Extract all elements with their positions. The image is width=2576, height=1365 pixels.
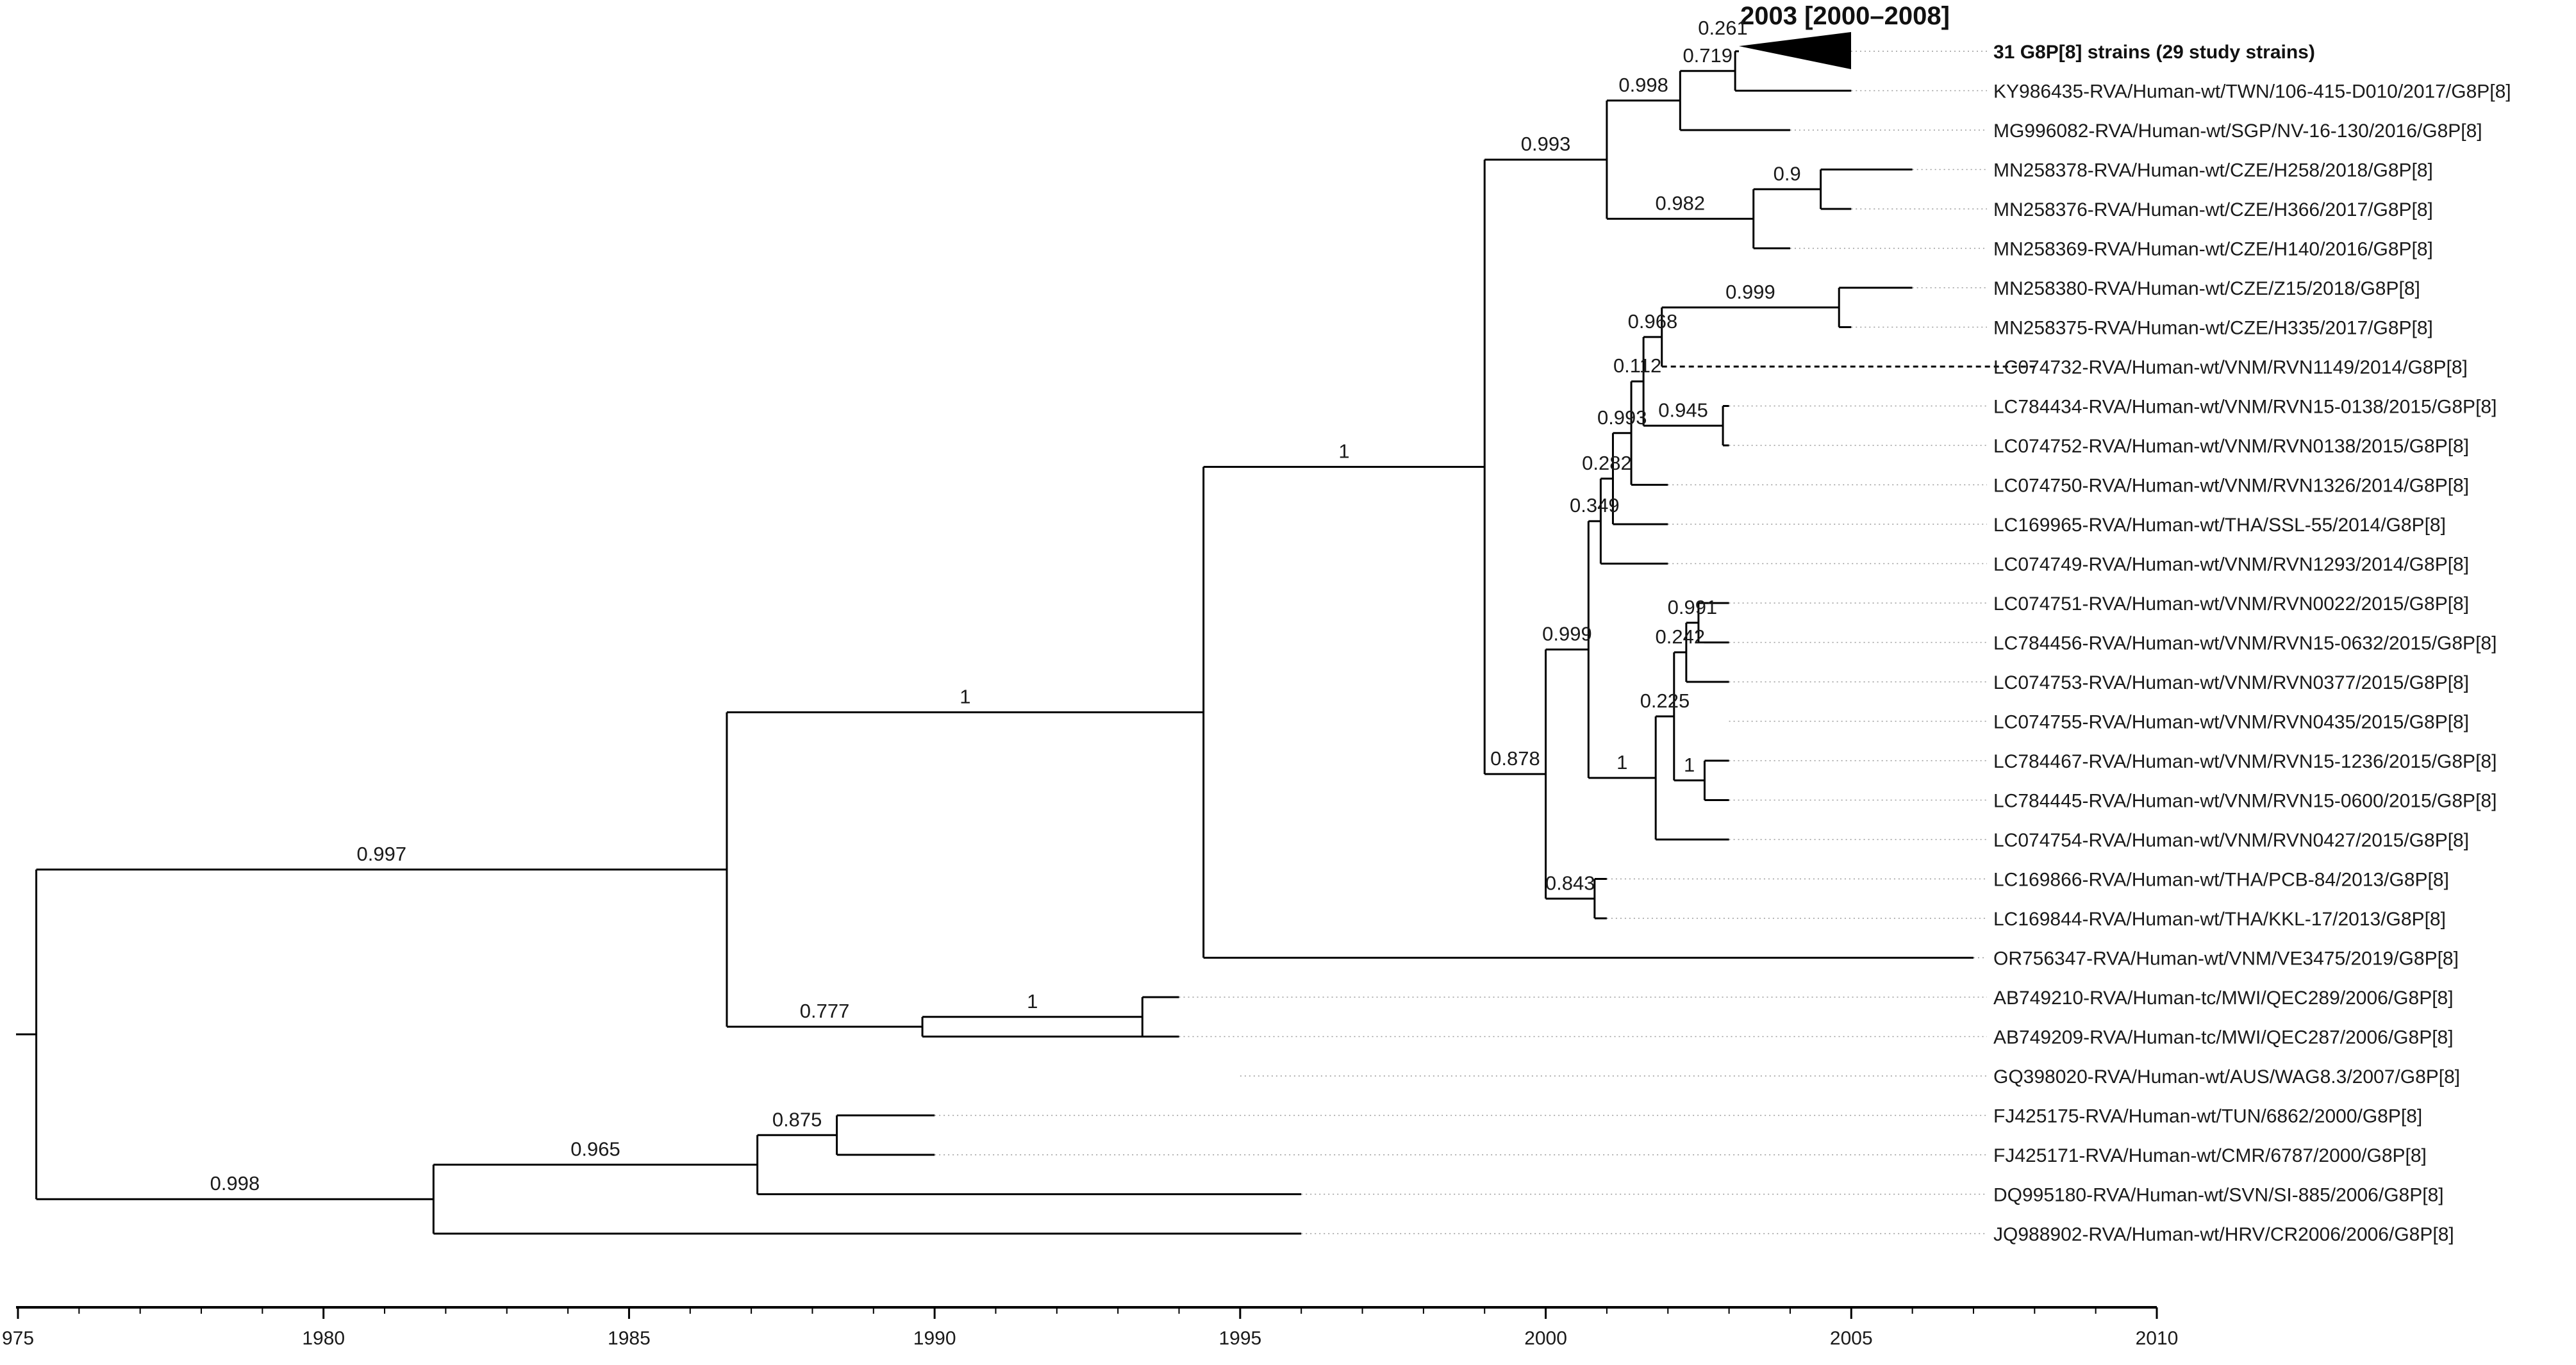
collapsed-clade: 2003 [2000–2008] xyxy=(1739,2,1950,69)
support-value: 0.945 xyxy=(1658,399,1708,421)
leaf-label: LC074752-RVA/Human-wt/VNM/RVN0138/2015/G… xyxy=(1993,436,2469,457)
leaf-label: LC074751-RVA/Human-wt/VNM/RVN0022/2015/G… xyxy=(1993,593,2469,615)
leaf-label: MG996082-RVA/Human-wt/SGP/NV-16-130/2016… xyxy=(1993,120,2482,142)
leaf-label: LC784467-RVA/Human-wt/VNM/RVN15-1236/201… xyxy=(1993,751,2497,772)
leaf-label: OR756347-RVA/Human-wt/VNM/VE3475/2019/G8… xyxy=(1993,948,2459,970)
support-value: 0.982 xyxy=(1656,192,1706,214)
leaf-label: LC074749-RVA/Human-wt/VNM/RVN1293/2014/G… xyxy=(1993,554,2469,575)
leaf-label: DQ995180-RVA/Human-wt/SVN/SI-885/2006/G8… xyxy=(1993,1185,2444,1206)
support-values: 0.997 1 1 0.993 0.998 0.719 0.982 0.9 0.878 0.999… xyxy=(210,17,1801,1195)
leaf-label: MN258380-RVA/Human-wt/CZE/Z15/2018/G8P[8… xyxy=(1993,278,2420,299)
leaf-label: LC074750-RVA/Human-wt/VNM/RVN1326/2014/G… xyxy=(1993,476,2469,497)
leaf-label: LC169844-RVA/Human-wt/THA/KKL-17/2013/G8… xyxy=(1993,909,2446,930)
collapsed-clade-support: 0.261 xyxy=(1698,17,1748,39)
leaf-label: MN258378-RVA/Human-wt/CZE/H258/2018/G8P[… xyxy=(1993,160,2433,181)
axis-tick-label: 1995 xyxy=(1218,1328,1261,1349)
support-value: 0.998 xyxy=(1618,74,1668,96)
axis-ticks: 975 1980 1985 1990 1995 2000 2005 2010 xyxy=(2,1307,2178,1349)
support-value: 0.843 xyxy=(1545,872,1595,894)
axis-tick-label: 1980 xyxy=(302,1328,345,1349)
support-value: 0.998 xyxy=(210,1172,260,1195)
leaf-label: KY986435-RVA/Human-wt/TWN/106-415-D010/2… xyxy=(1993,81,2511,103)
support-value: 0.875 xyxy=(772,1108,822,1130)
support-value: 0.999 xyxy=(1542,623,1592,645)
leaf-label: LC074755-RVA/Human-wt/VNM/RVN0435/2015/G… xyxy=(1993,712,2469,733)
support-value: 0.777 xyxy=(800,1000,850,1022)
leaf-label: LC784456-RVA/Human-wt/VNM/RVN15-0632/201… xyxy=(1993,633,2497,654)
support-value: 0.9 xyxy=(1774,162,1801,185)
leaf-label: AB749210-RVA/Human-tc/MWI/QEC289/2006/G8… xyxy=(1993,988,2454,1009)
axis-tick-label: 2000 xyxy=(1524,1328,1567,1349)
support-value: 1 xyxy=(1616,751,1627,774)
tree-branches xyxy=(16,50,2035,1235)
support-value: 0.112 xyxy=(1613,354,1661,377)
support-value: 1 xyxy=(1684,754,1695,776)
leaf-leader-lines xyxy=(935,51,1987,1234)
support-value: 0.968 xyxy=(1628,310,1678,333)
support-value: 0.991 xyxy=(1668,596,1718,618)
leaf-labels: 31 G8P[8] strains (29 study strains) KY98… xyxy=(1993,42,2511,1245)
leaf-label: LC784445-RVA/Human-wt/VNM/RVN15-0600/201… xyxy=(1993,791,2497,812)
axis-tick-label: 2010 xyxy=(2136,1328,2179,1349)
leaf-label: LC074753-RVA/Human-wt/VNM/RVN0377/2015/G… xyxy=(1993,672,2469,693)
support-value: 0.349 xyxy=(1570,494,1620,517)
support-value: 0.965 xyxy=(570,1138,620,1160)
leaf-label: AB749209-RVA/Human-tc/MWI/QEC287/2006/G8… xyxy=(1993,1027,2454,1048)
leaf-label: GQ398020-RVA/Human-wt/AUS/WAG8.3/2007/G8… xyxy=(1993,1066,2460,1088)
support-value: 0.225 xyxy=(1640,690,1690,712)
leaf-label: LC074754-RVA/Human-wt/VNM/RVN0427/2015/G… xyxy=(1993,830,2469,851)
axis-tick-label: 2005 xyxy=(1830,1328,1873,1349)
support-value: 0.242 xyxy=(1656,625,1706,648)
leaf-label: LC169965-RVA/Human-wt/THA/SSL-55/2014/G8… xyxy=(1993,515,2446,536)
collapsed-clade-triangle xyxy=(1739,32,1851,69)
leaf-label: JQ988902-RVA/Human-wt/HRV/CR2006/2006/G8… xyxy=(1993,1224,2454,1245)
support-value: 1 xyxy=(1338,440,1349,463)
support-value: 0.878 xyxy=(1490,747,1540,770)
leaf-label: LC074732-RVA/Human-wt/VNM/RVN1149/2014/G… xyxy=(1993,357,2468,378)
axis-tick-label: 1985 xyxy=(608,1328,651,1349)
support-value: 0.997 xyxy=(357,843,407,865)
support-value: 0.282 xyxy=(1582,452,1632,474)
axis-tick-label: 975 xyxy=(2,1328,34,1349)
leaf-label: LC169866-RVA/Human-wt/THA/PCB-84/2013/G8… xyxy=(1993,870,2449,891)
clade-age-label: 2003 [2000–2008] xyxy=(1740,2,1950,30)
support-value: 0.719 xyxy=(1683,44,1733,67)
leaf-label: MN258376-RVA/Human-wt/CZE/H366/2017/G8P[… xyxy=(1993,199,2433,220)
leaf-label: 31 G8P[8] strains (29 study strains) xyxy=(1993,42,2315,63)
leaf-label: LC784434-RVA/Human-wt/VNM/RVN15-0138/201… xyxy=(1993,397,2497,418)
support-value: 0.999 xyxy=(1725,281,1775,303)
leaf-label: MN258369-RVA/Human-wt/CZE/H140/2016/G8P[… xyxy=(1993,239,2433,260)
support-value: 0.993 xyxy=(1521,133,1571,155)
support-value: 0.993 xyxy=(1597,406,1647,429)
time-axis: 975 1980 1985 1990 1995 2000 2005 2010 xyxy=(2,1306,2178,1349)
support-value: 1 xyxy=(960,686,970,708)
leaf-label: FJ425171-RVA/Human-wt/CMR/6787/2000/G8P[… xyxy=(1993,1145,2427,1166)
support-value: 1 xyxy=(1027,990,1038,1013)
leaf-label: MN258375-RVA/Human-wt/CZE/H335/2017/G8P[… xyxy=(1993,318,2433,339)
axis-tick-label: 1990 xyxy=(913,1328,956,1349)
leaf-label: FJ425175-RVA/Human-wt/TUN/6862/2000/G8P[… xyxy=(1993,1106,2422,1127)
